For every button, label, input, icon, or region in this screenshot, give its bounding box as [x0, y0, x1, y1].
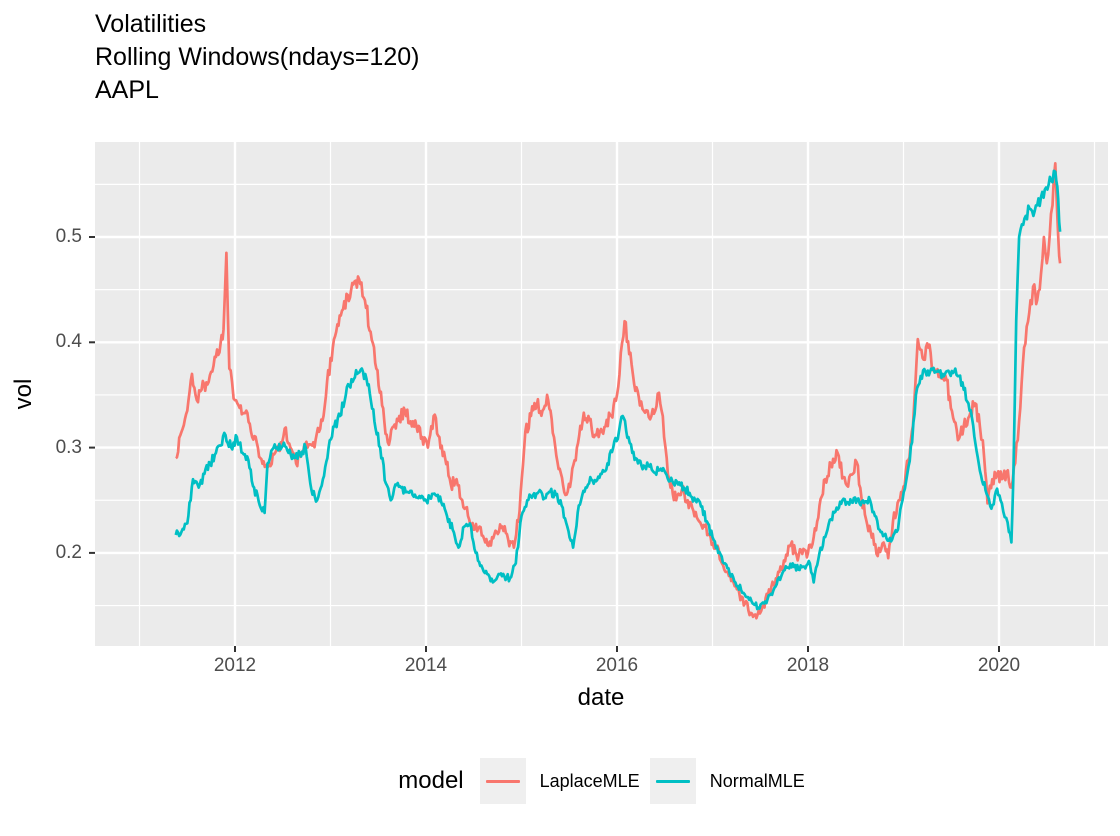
x-tick-label: 2020	[977, 655, 1021, 676]
plot-title-line-2: Rolling Windows(ndays=120)	[95, 43, 420, 71]
x-tick-label: 2012	[213, 655, 257, 676]
x-tick-label: 2016	[595, 655, 639, 676]
y-tick-label: 0.4	[55, 331, 82, 353]
plot-title-line-1: Volatilities	[95, 10, 207, 38]
legend-key-line	[485, 779, 520, 783]
legend-entry-label: NormalMLE	[709, 770, 805, 791]
series-line-normalmle	[174, 169, 1062, 611]
y-tick-label: 0.2	[55, 541, 82, 563]
plot-title-line-3: AAPL	[95, 76, 159, 104]
legend: model LaplaceMLE NormalMLE	[95, 755, 1108, 807]
legend-entries: LaplaceMLE NormalMLE	[470, 758, 805, 804]
plot-panel	[95, 142, 1108, 646]
legend-key-line	[655, 779, 690, 783]
legend-entry-label: LaplaceMLE	[539, 770, 640, 791]
y-tick-label: 0.5	[55, 226, 82, 247]
x-tick-label: 2014	[404, 655, 448, 676]
legend-key-icon	[649, 758, 696, 804]
x-axis-title: date	[577, 684, 625, 711]
legend-entry-laplacemle: LaplaceMLE	[479, 758, 640, 804]
x-tick-label: 2018	[786, 655, 830, 676]
y-axis-title: vol	[10, 378, 37, 410]
plot-title: Volatilities Rolling Windows(ndays=120) …	[95, 8, 419, 107]
legend-entry-normalmle: NormalMLE	[649, 758, 805, 804]
legend-title: model	[398, 767, 464, 794]
legend-key-icon	[479, 758, 526, 804]
y-tick-label: 0.3	[55, 436, 82, 458]
